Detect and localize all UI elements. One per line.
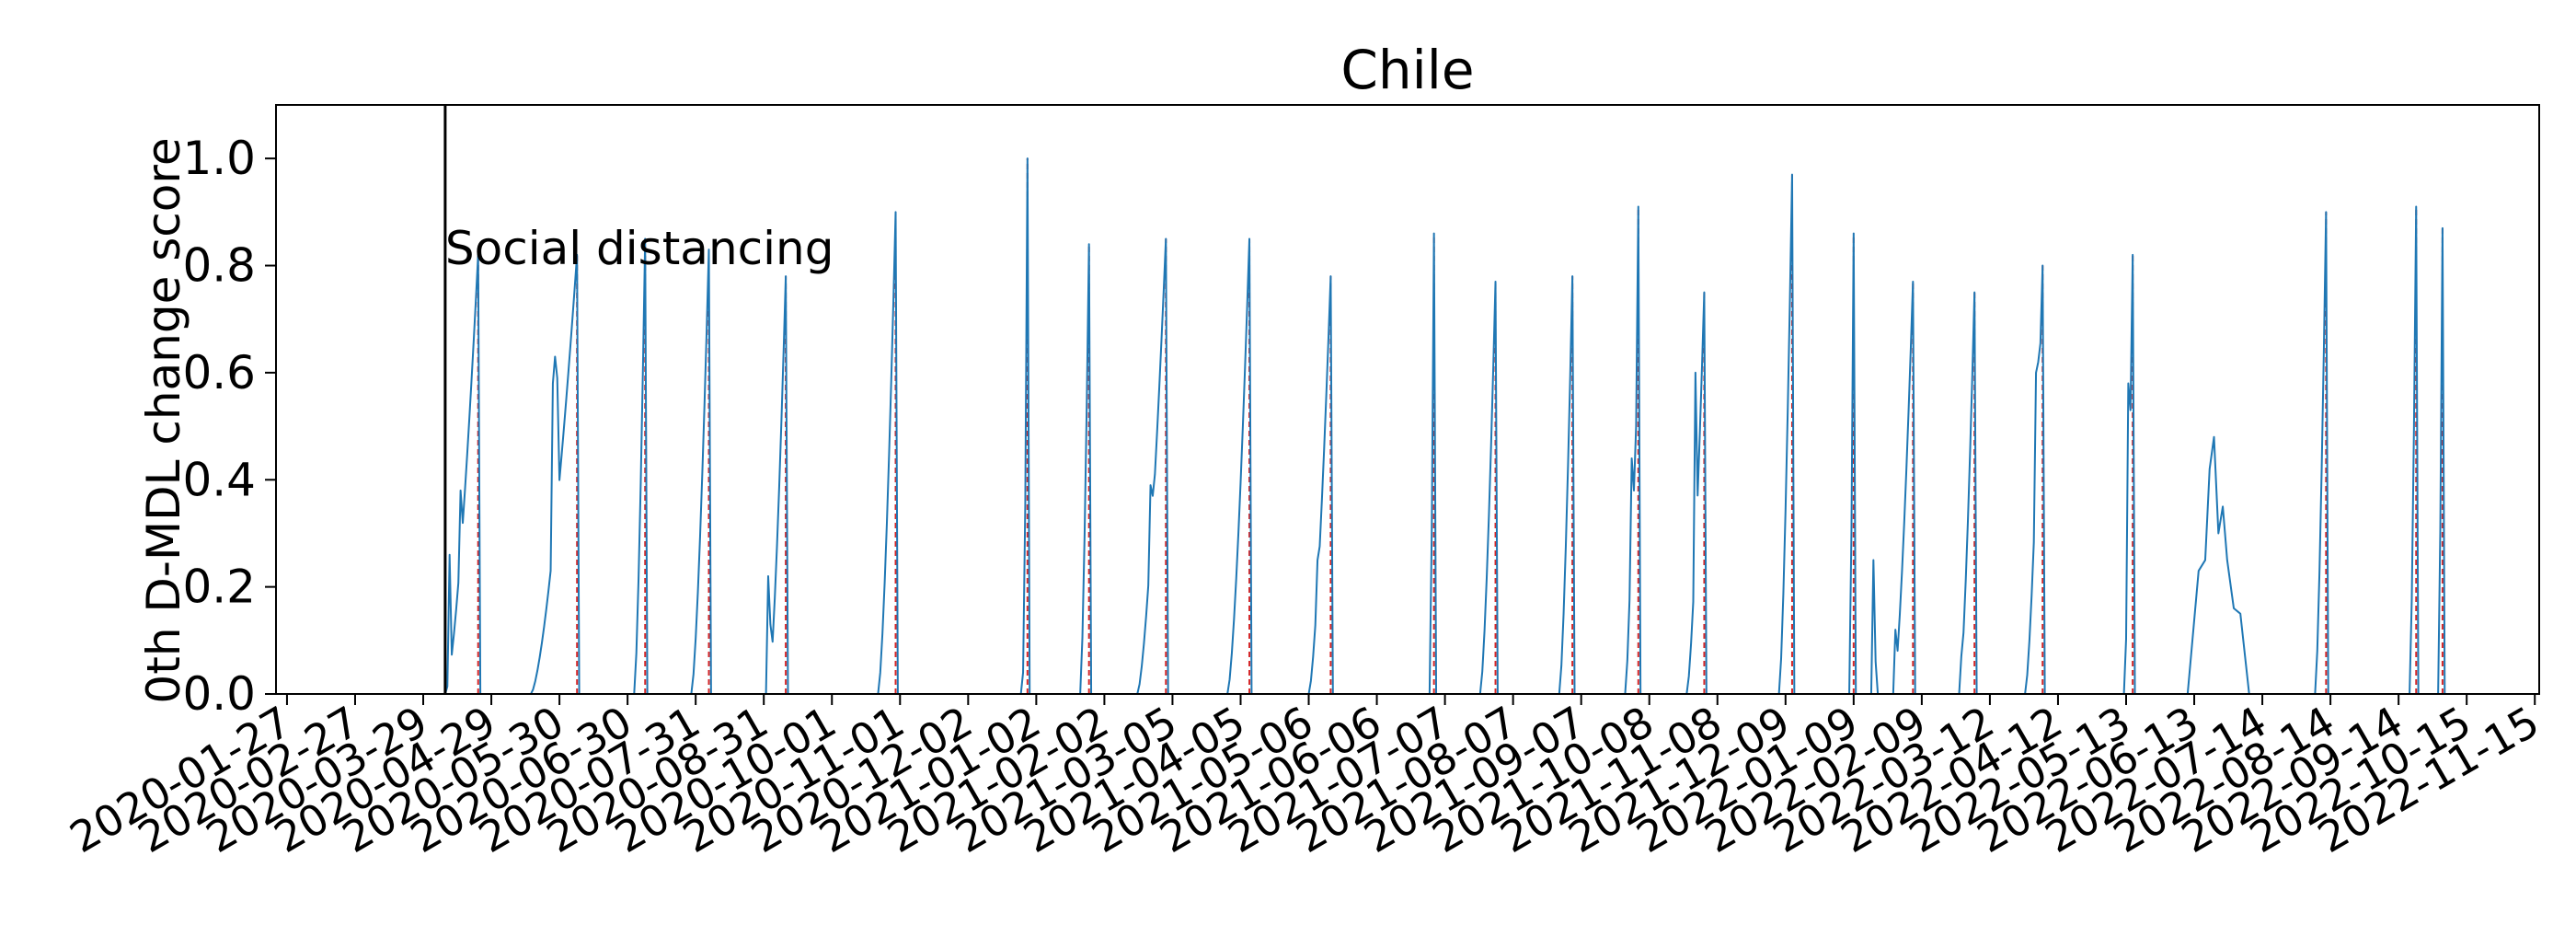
x-axis: 2020-01-272020-02-272020-03-292020-04-29… — [62, 694, 2547, 862]
plot-area: Social distancing — [286, 105, 2485, 695]
y-axis: 0.0 0.2 0.4 0.6 0.8 1.0 — [182, 132, 276, 721]
y-tick-label: 0.0 — [182, 667, 256, 721]
y-tick-label: 0.8 — [182, 239, 256, 293]
y-tick-label: 0.2 — [182, 561, 256, 614]
plot-frame — [275, 104, 2540, 695]
chart-title: Chile — [1340, 39, 1474, 101]
y-tick-label: 1.0 — [182, 132, 256, 185]
event-label: Social distancing — [445, 222, 834, 275]
y-tick-label: 0.4 — [182, 453, 256, 506]
y-tick-label: 0.6 — [182, 346, 256, 399]
y-axis-label: 0th D-MDL change score — [137, 137, 190, 703]
